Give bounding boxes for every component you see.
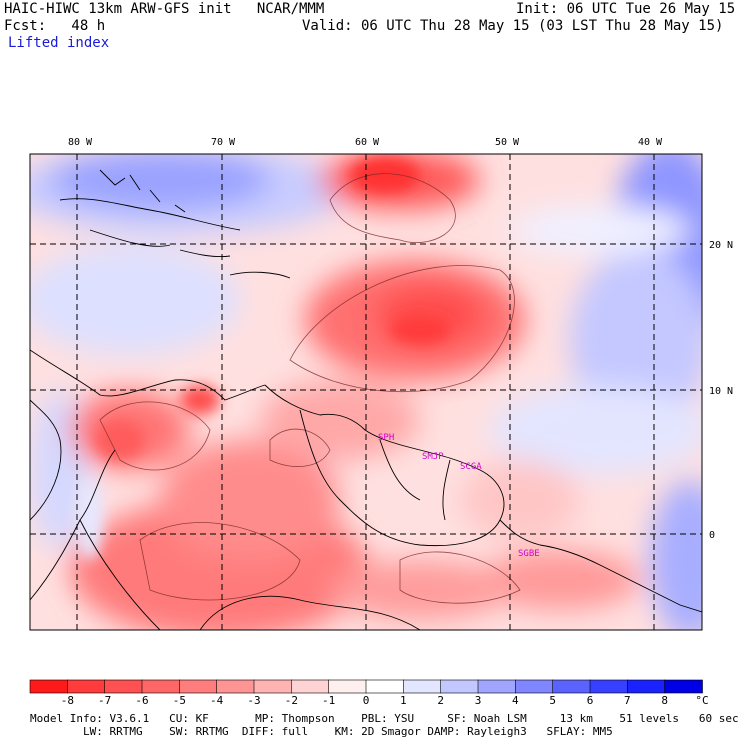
colorbar-swatch	[664, 679, 703, 694]
colorbar-swatch	[253, 679, 293, 694]
colorbar-tick-label: 8	[661, 694, 668, 707]
colorbar-tick-label: -7	[98, 694, 112, 707]
colorbar-swatch	[552, 679, 591, 694]
model-info-line2: LW: RRTMG SW: RRTMG DIFF: full KM: 2D Sm…	[30, 725, 613, 738]
model-info-line1: Model Info: V3.6.1 CU: KF MP: Thompson P…	[30, 712, 739, 725]
field-name: Lifted index	[8, 35, 110, 51]
colorbar	[29, 679, 703, 694]
station-label: SGBE	[518, 549, 540, 559]
lon-label: 60 W	[355, 137, 380, 148]
lon-label: 70 W	[211, 137, 236, 148]
colorbar-swatch	[104, 679, 143, 694]
station-label: SPH	[378, 433, 394, 443]
colorbar-swatch	[589, 679, 629, 694]
colorbar-swatch	[141, 679, 181, 694]
lon-label: 50 W	[495, 137, 520, 148]
colorbar-tick-label: -6	[135, 694, 149, 707]
colorbar-swatch	[29, 679, 69, 694]
colorbar-swatch	[477, 679, 517, 694]
colorbar-swatch	[440, 679, 479, 694]
colorbar-swatch	[365, 679, 405, 694]
map-frame	[29, 153, 703, 631]
colorbar-tick-label: -8	[60, 694, 74, 707]
lat-label: 10 N	[709, 386, 733, 397]
colorbar-tick-label: -2	[284, 694, 298, 707]
colorbar-tick-label: 1	[400, 694, 407, 707]
colorbar-tick-label: -4	[210, 694, 224, 707]
init-time: Init: 06 UTC Tue 26 May 15	[516, 1, 736, 17]
colorbar-tick-label: -3	[247, 694, 261, 707]
forecast-hour: Fcst: 48 h	[4, 18, 106, 34]
colorbar-swatch	[179, 679, 218, 694]
station-label: SCGA	[460, 462, 482, 472]
colorbar-unit: °C	[695, 694, 709, 707]
lat-label: 0	[709, 530, 715, 541]
colorbar-swatch	[515, 679, 554, 694]
colorbar-tick-label: 5	[549, 694, 556, 707]
colorbar-tick-label: -1	[322, 694, 336, 707]
colorbar-swatch	[328, 679, 367, 694]
colorbar-swatch	[291, 679, 330, 694]
colorbar-tick-label: 6	[586, 694, 594, 707]
lon-label: 40 W	[638, 137, 663, 148]
colorbar-swatch	[216, 679, 255, 694]
colorbar-swatch	[403, 679, 442, 694]
colorbar-tick-label: 7	[624, 694, 631, 707]
colorbar-tick-label: 0	[362, 694, 370, 707]
lon-label: 80 W	[68, 137, 93, 148]
colorbar-tick-label: -5	[172, 694, 186, 707]
colorbar-swatch	[627, 679, 666, 694]
valid-time: Valid: 06 UTC Thu 28 May 15 (03 LST Thu …	[302, 18, 724, 34]
lifted-index-field: SPH SMJP SCGA SGBE	[30, 154, 702, 630]
colorbar-tick-label: 3	[474, 694, 482, 707]
model-title: HAIC-HIWC 13km ARW-GFS init NCAR/MMM	[4, 1, 325, 17]
colorbar-swatch	[67, 679, 106, 694]
colorbar-tick-label: 4	[512, 694, 519, 707]
colorbar-tick-label: 2	[437, 694, 444, 707]
station-label: SMJP	[422, 452, 444, 462]
lat-label: 20 N	[709, 240, 733, 251]
